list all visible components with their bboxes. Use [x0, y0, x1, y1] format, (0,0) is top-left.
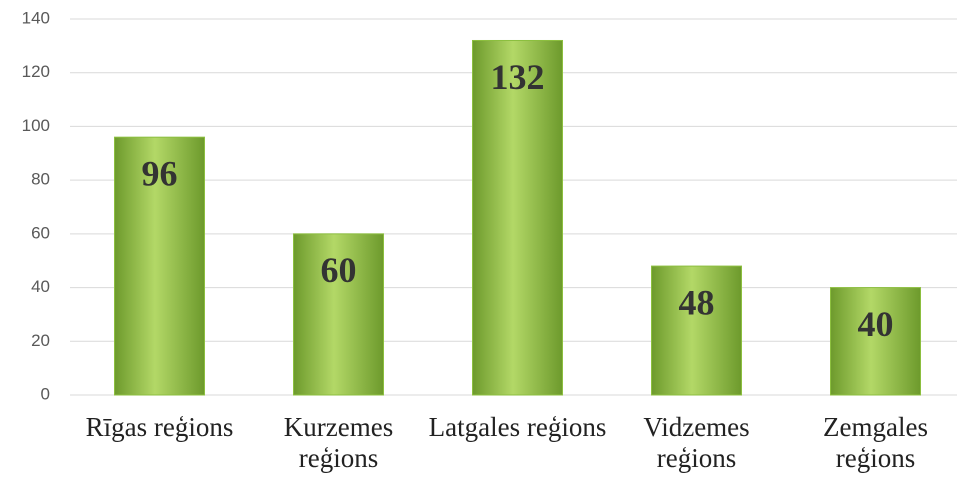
y-tick-label: 80 [31, 170, 50, 189]
data-label: 48 [679, 282, 715, 322]
bar [830, 287, 921, 396]
bar [651, 265, 742, 396]
bar [114, 136, 205, 396]
bar [472, 39, 563, 396]
y-tick-label: 0 [41, 384, 50, 403]
data-label: 40 [858, 304, 894, 344]
y-tick-label: 140 [22, 8, 50, 27]
bar [293, 233, 384, 396]
y-tick-label: 120 [22, 62, 50, 81]
data-label: 132 [491, 57, 545, 97]
y-tick-label: 60 [31, 223, 50, 242]
x-tick-label: Zemgales reģions [823, 412, 928, 473]
x-tick-label: Vidzemes reģions [643, 412, 750, 473]
x-tick-label: Latgales reģions [428, 412, 607, 442]
y-tick-label: 40 [31, 277, 50, 296]
x-tick-label: Rīgas reģions [85, 412, 234, 442]
y-tick-label: 20 [31, 331, 50, 350]
y-tick-label: 100 [22, 116, 50, 135]
x-tick-label: Kurzemes reģions [283, 412, 394, 473]
data-label: 96 [142, 153, 178, 193]
data-label: 60 [321, 250, 357, 290]
